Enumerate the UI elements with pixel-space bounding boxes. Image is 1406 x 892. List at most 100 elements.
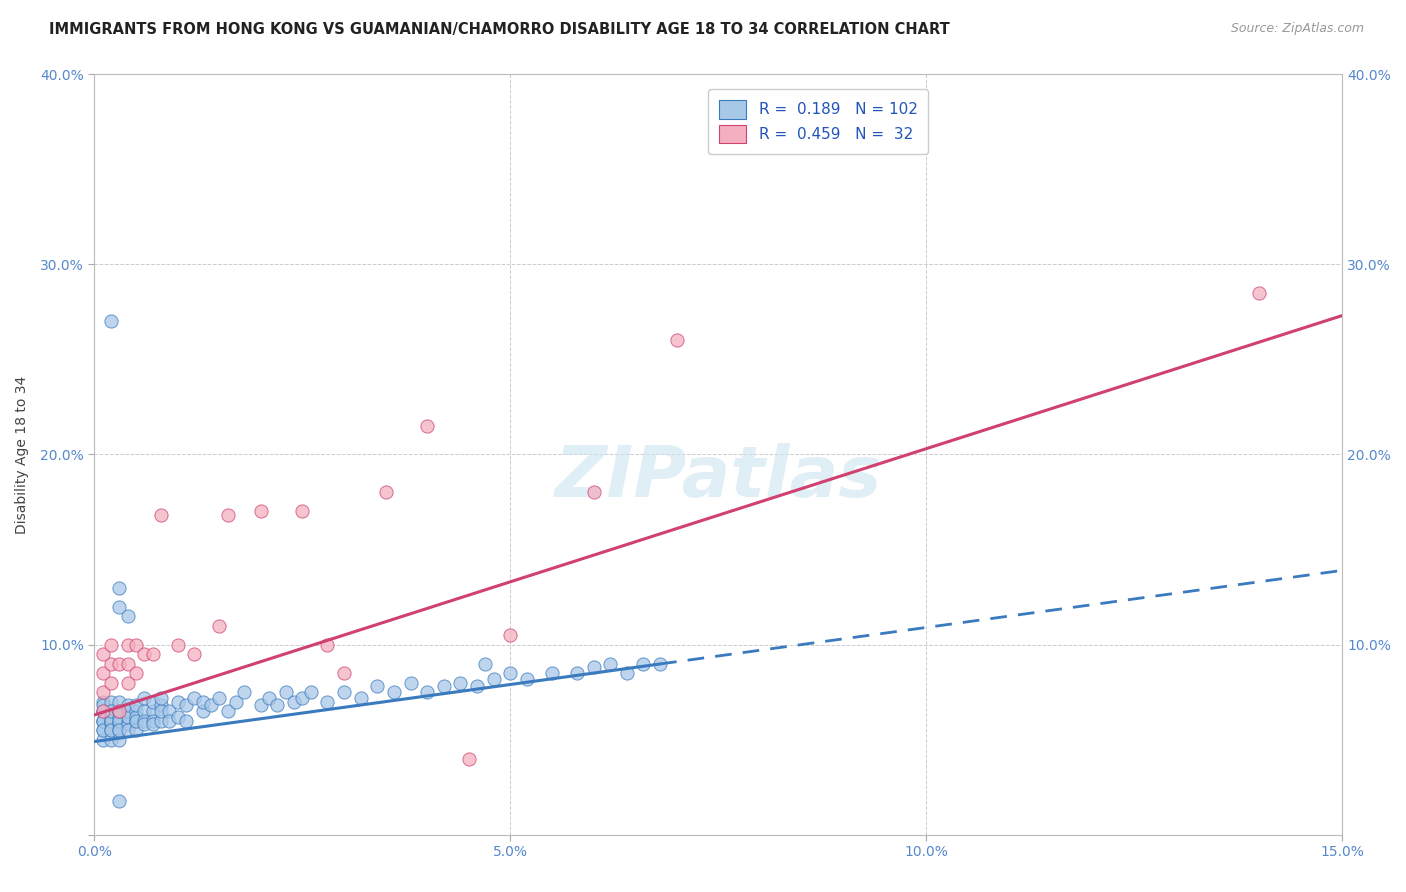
Point: [117, 657, 139, 671]
Point: [449, 675, 471, 690]
Point: [366, 680, 388, 694]
Point: [108, 704, 131, 718]
Point: [100, 657, 122, 671]
Point: [125, 666, 148, 681]
Point: [200, 698, 222, 713]
Point: [333, 666, 356, 681]
Point: [257, 690, 280, 705]
Point: [117, 698, 139, 713]
Point: [166, 695, 188, 709]
Point: [100, 732, 122, 747]
Y-axis label: Disability Age 18 to 34: Disability Age 18 to 34: [15, 376, 30, 533]
Point: [100, 714, 122, 728]
Point: [134, 704, 156, 718]
Point: [191, 695, 214, 709]
Point: [249, 698, 271, 713]
Point: [91, 714, 114, 728]
Point: [149, 698, 172, 713]
Point: [499, 666, 522, 681]
Point: [117, 717, 139, 731]
Point: [100, 675, 122, 690]
Point: [233, 685, 256, 699]
Point: [108, 717, 131, 731]
Point: [91, 695, 114, 709]
Point: [149, 690, 172, 705]
Point: [117, 609, 139, 624]
Point: [142, 717, 165, 731]
Point: [433, 680, 456, 694]
Point: [108, 732, 131, 747]
Point: [217, 508, 239, 523]
Point: [125, 638, 148, 652]
Point: [108, 704, 131, 718]
Point: [125, 723, 148, 738]
Point: [100, 314, 122, 328]
Point: [249, 504, 271, 518]
Text: IMMIGRANTS FROM HONG KONG VS GUAMANIAN/CHAMORRO DISABILITY AGE 18 TO 34 CORRELAT: IMMIGRANTS FROM HONG KONG VS GUAMANIAN/C…: [49, 22, 950, 37]
Point: [125, 714, 148, 728]
Point: [100, 723, 122, 738]
Point: [299, 685, 322, 699]
Point: [416, 418, 439, 433]
Point: [382, 685, 405, 699]
Text: Source: ZipAtlas.com: Source: ZipAtlas.com: [1230, 22, 1364, 36]
Point: [125, 704, 148, 718]
Point: [208, 618, 231, 632]
Point: [100, 710, 122, 724]
Point: [100, 704, 122, 718]
Point: [91, 698, 114, 713]
Point: [108, 599, 131, 614]
Point: [108, 695, 131, 709]
Point: [134, 714, 156, 728]
Point: [100, 717, 122, 731]
Point: [108, 723, 131, 738]
Point: [108, 710, 131, 724]
Point: [482, 672, 505, 686]
Point: [134, 717, 156, 731]
Point: [125, 698, 148, 713]
Point: [134, 690, 156, 705]
Point: [142, 695, 165, 709]
Point: [349, 690, 371, 705]
Point: [499, 628, 522, 642]
Point: [166, 710, 188, 724]
Point: [108, 657, 131, 671]
Point: [225, 695, 247, 709]
Point: [474, 657, 496, 671]
Text: ZIPatlas: ZIPatlas: [554, 442, 882, 512]
Point: [183, 647, 205, 661]
Point: [117, 723, 139, 738]
Point: [91, 704, 114, 718]
Point: [91, 714, 114, 728]
Point: [100, 723, 122, 738]
Point: [665, 333, 688, 347]
Point: [134, 647, 156, 661]
Point: [183, 690, 205, 705]
Point: [100, 638, 122, 652]
Point: [166, 638, 188, 652]
Point: [100, 704, 122, 718]
Point: [599, 657, 621, 671]
Point: [333, 685, 356, 699]
Point: [616, 666, 638, 681]
Point: [117, 710, 139, 724]
Point: [157, 714, 180, 728]
Point: [274, 685, 297, 699]
Point: [149, 704, 172, 718]
Point: [174, 698, 197, 713]
Point: [149, 508, 172, 523]
Legend: R =  0.189   N = 102, R =  0.459   N =  32: R = 0.189 N = 102, R = 0.459 N = 32: [709, 89, 928, 154]
Point: [582, 660, 605, 674]
Point: [125, 714, 148, 728]
Point: [266, 698, 288, 713]
Point: [149, 714, 172, 728]
Point: [91, 704, 114, 718]
Point: [117, 704, 139, 718]
Point: [108, 704, 131, 718]
Point: [217, 704, 239, 718]
Point: [191, 704, 214, 718]
Point: [142, 714, 165, 728]
Point: [117, 638, 139, 652]
Point: [208, 690, 231, 705]
Point: [316, 638, 339, 652]
